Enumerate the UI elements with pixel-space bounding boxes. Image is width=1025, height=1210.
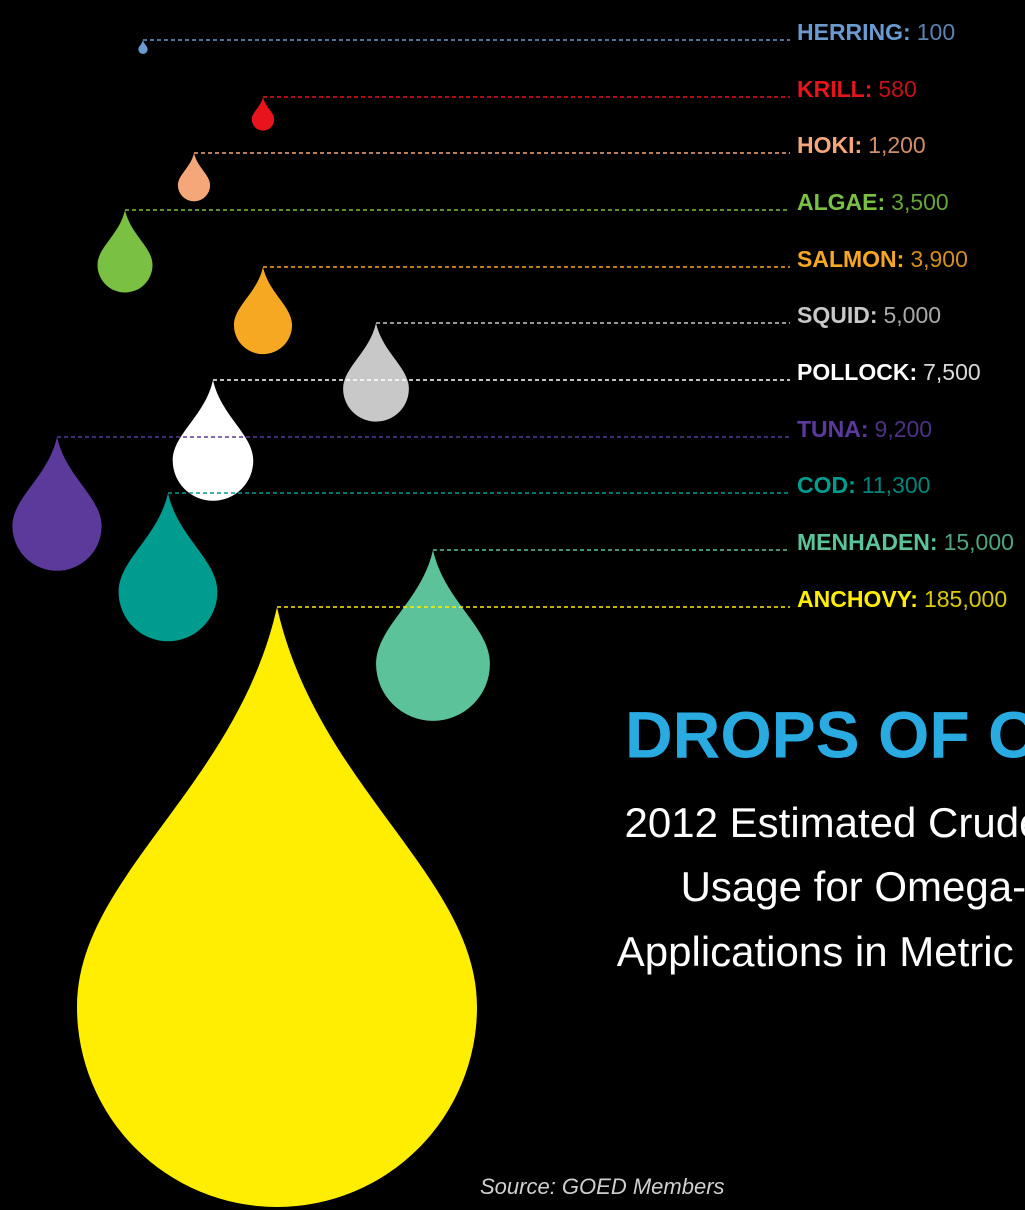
value-label: 3,500	[891, 189, 949, 215]
data-label: SALMON: 3,900	[797, 246, 968, 272]
value-label: 1,200	[868, 132, 926, 158]
value-label: 15,000	[944, 529, 1014, 555]
drops	[12, 40, 490, 1207]
category-label: HERRING:	[797, 19, 911, 45]
value-label: 5,000	[884, 302, 942, 328]
data-label: KRILL: 580	[797, 76, 917, 102]
value-label: 7,500	[923, 359, 981, 385]
drop	[233, 267, 293, 355]
drop	[172, 380, 254, 501]
category-label: SQUID:	[797, 302, 878, 328]
subtitle: Applications in Metric Tons	[617, 928, 1025, 975]
drop	[12, 437, 102, 571]
category-label: MENHADEN:	[797, 529, 938, 555]
data-label: POLLOCK: 7,500	[797, 359, 981, 385]
data-label: COD: 11,300	[797, 472, 930, 498]
data-label: SQUID: 5,000	[797, 302, 941, 328]
drop	[343, 323, 409, 422]
value-label: 11,300	[862, 472, 931, 498]
subtitle: 2012 Estimated Crude Oil	[625, 799, 1025, 846]
data-label: HOKI: 1,200	[797, 132, 926, 158]
leaders	[57, 39, 790, 608]
data-label: ALGAE: 3,500	[797, 189, 949, 215]
value-label: 9,200	[875, 416, 933, 442]
value-label: 3,900	[910, 246, 968, 272]
subtitle: Usage for Omega-3	[681, 863, 1025, 910]
category-label: POLLOCK:	[797, 359, 917, 385]
data-label: ANCHOVY: 185,000	[797, 586, 1007, 612]
value-label: 100	[917, 19, 955, 45]
drop	[118, 493, 218, 642]
category-label: KRILL:	[797, 76, 872, 102]
category-label: HOKI:	[797, 132, 862, 158]
value-label: 185,000	[924, 586, 1007, 612]
category-label: COD:	[797, 472, 856, 498]
chart-title: DROPS OF OIL	[625, 697, 1025, 771]
category-label: ANCHOVY:	[797, 586, 918, 612]
drop	[138, 40, 148, 54]
value-label: 580	[878, 76, 916, 102]
category-label: SALMON:	[797, 246, 904, 272]
data-label: TUNA: 9,200	[797, 416, 932, 442]
data-label: MENHADEN: 15,000	[797, 529, 1014, 555]
drop	[376, 550, 490, 721]
drop	[251, 97, 275, 131]
drop	[77, 607, 477, 1207]
data-label: HERRING: 100	[797, 19, 955, 45]
category-label: ALGAE:	[797, 189, 885, 215]
drop	[177, 153, 211, 202]
source: Source: GOED Members	[480, 1174, 725, 1199]
drop	[97, 210, 153, 293]
category-label: TUNA:	[797, 416, 869, 442]
